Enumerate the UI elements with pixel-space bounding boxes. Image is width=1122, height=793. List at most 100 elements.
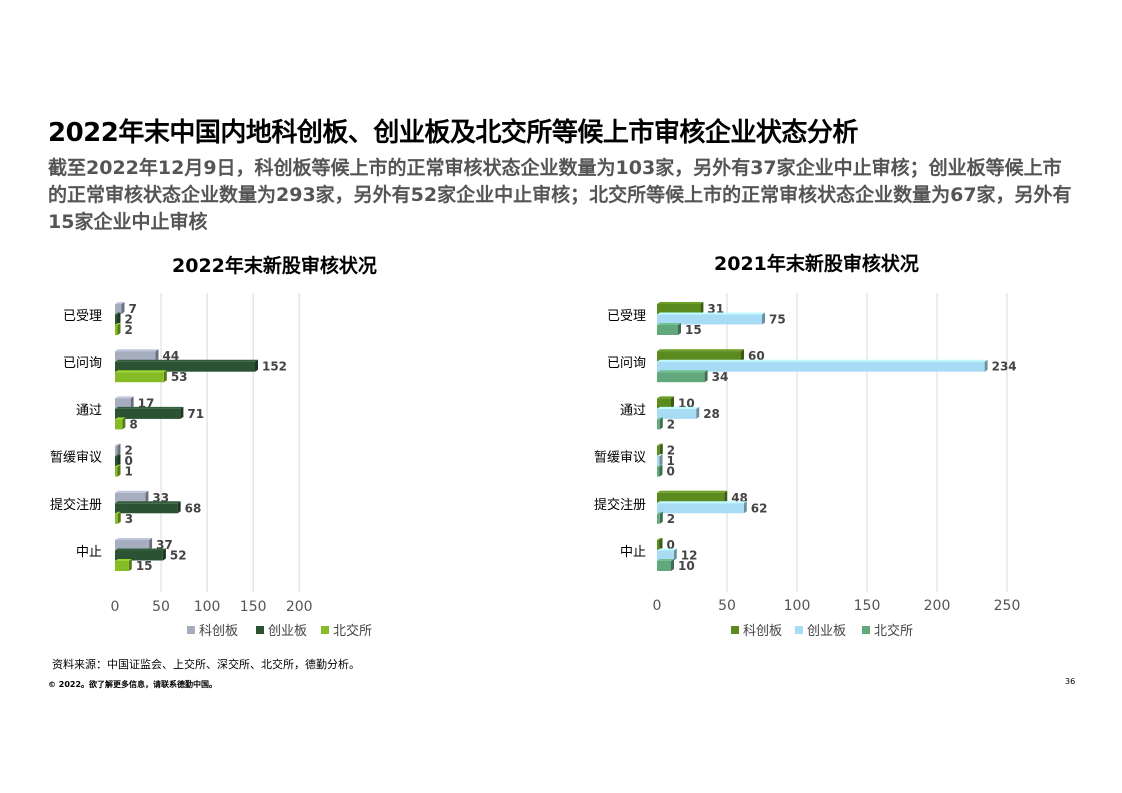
bar-side (659, 454, 663, 467)
bar-2021-1-1 (657, 359, 988, 372)
bar-2022-0-0 (115, 302, 125, 314)
bar-2021-1-5 (657, 548, 677, 561)
bar-top (115, 443, 121, 446)
data-label: 62 (751, 501, 768, 515)
x-tick-label: 0 (111, 599, 120, 615)
bar-front (115, 466, 118, 477)
bar-2022-1-0 (115, 312, 121, 325)
data-label: 34 (712, 370, 729, 384)
bar-top (657, 443, 663, 446)
legend-swatch (731, 626, 739, 634)
category-label: 通过 (76, 403, 102, 418)
bar-2021-2-1 (657, 370, 708, 383)
category-label: 暂缓审议 (50, 451, 102, 466)
bar-top (657, 349, 744, 352)
page-title: 2022年末中国内地科创板、创业板及北交所等候上市审核企业状态分析 (48, 118, 858, 148)
bar-top (657, 464, 663, 467)
bar-side (984, 359, 988, 372)
bar-top (657, 417, 663, 420)
bar-top (115, 323, 121, 325)
bar-top (115, 511, 121, 514)
bar-2022-2-0 (115, 323, 121, 335)
bar-side (117, 312, 121, 325)
bar-side (659, 443, 663, 456)
bar-2021-2-5 (657, 559, 674, 571)
page-subtitle: 截至2022年12月9日，科创板等候上市的正常审核状态企业数量为103家，另外有… (48, 157, 1072, 233)
bar-front (115, 398, 131, 409)
category-label: 中止 (620, 545, 646, 560)
chart-title-2021: 2021年末新股审核状况 (714, 253, 919, 275)
data-label: 10 (678, 559, 695, 573)
bar-side (659, 511, 663, 524)
data-label: 53 (171, 370, 188, 384)
legend-label: 北交所 (333, 623, 372, 639)
bar-side (149, 538, 153, 550)
bar-side (671, 396, 674, 409)
bar-top (115, 538, 153, 540)
bar-front (115, 492, 146, 503)
bar-side (121, 302, 125, 314)
bar-2021-1-4 (657, 501, 747, 514)
x-tick-label: 150 (854, 598, 881, 614)
bar-top (115, 312, 121, 315)
bar-top (657, 559, 674, 561)
bar-2021-1-0 (657, 312, 765, 325)
bar-top (115, 396, 134, 399)
category-label: 中止 (76, 545, 102, 560)
bar-front (657, 304, 701, 314)
bar-front (115, 361, 255, 372)
bar-2022-1-2 (115, 406, 184, 419)
bar-2021-2-4 (657, 511, 663, 524)
bar-front (657, 550, 674, 561)
bar-front (115, 351, 156, 362)
bar-2021-0-0 (657, 302, 704, 314)
bar-front (115, 550, 163, 561)
data-label: 52 (170, 549, 187, 563)
bar-2022-2-4 (115, 511, 121, 524)
bar-top (115, 548, 166, 551)
bar-top (115, 417, 126, 420)
bar-2021-2-3 (657, 464, 663, 477)
bar-front (115, 513, 118, 524)
data-label: 68 (185, 501, 202, 515)
bar-2022-0-4 (115, 490, 149, 503)
bar-top (657, 511, 663, 514)
bar-top (657, 359, 988, 362)
data-label: 15 (136, 559, 153, 573)
bar-2022-2-5 (115, 559, 132, 571)
data-label: 2 (125, 323, 133, 337)
bar-front (657, 503, 744, 514)
source-note: 资料来源：中国证监会、上交所、深交所、北交所，德勤分析。 (52, 658, 360, 671)
data-label: 234 (992, 360, 1017, 374)
data-label: 2 (667, 512, 675, 526)
bar-top (657, 312, 765, 315)
bar-front (115, 561, 129, 571)
bar-side (180, 406, 184, 419)
bar-2021-0-3 (657, 443, 663, 456)
bar-2022-2-2 (115, 417, 126, 430)
bar-front (657, 314, 762, 325)
copyright-note: © 2022。欲了解更多信息，请联系德勤中国。 (48, 680, 218, 689)
data-label: 2 (125, 444, 133, 458)
category-label: 已受理 (63, 309, 102, 324)
category-label: 已问询 (63, 356, 102, 371)
bar-2022-2-1 (115, 370, 167, 383)
data-label: 0 (667, 538, 675, 552)
bar-2022-1-1 (115, 359, 258, 372)
bar-front (115, 445, 118, 456)
legend-swatch (795, 626, 803, 634)
chart-title-2022: 2022年末新股审核状况 (172, 255, 377, 277)
bar-front (657, 372, 705, 383)
bar-top (657, 454, 663, 457)
bar-top (115, 406, 184, 409)
bar-front (115, 372, 164, 383)
bar-top (115, 559, 132, 561)
x-tick-label: 50 (718, 598, 736, 614)
bar-side (671, 559, 674, 571)
bar-side (659, 417, 663, 430)
legend-label: 科创板 (743, 624, 782, 639)
bar-top (657, 323, 681, 325)
bar-2022-0-5 (115, 538, 153, 550)
data-label: 7 (128, 302, 136, 316)
bar-side (700, 302, 704, 314)
